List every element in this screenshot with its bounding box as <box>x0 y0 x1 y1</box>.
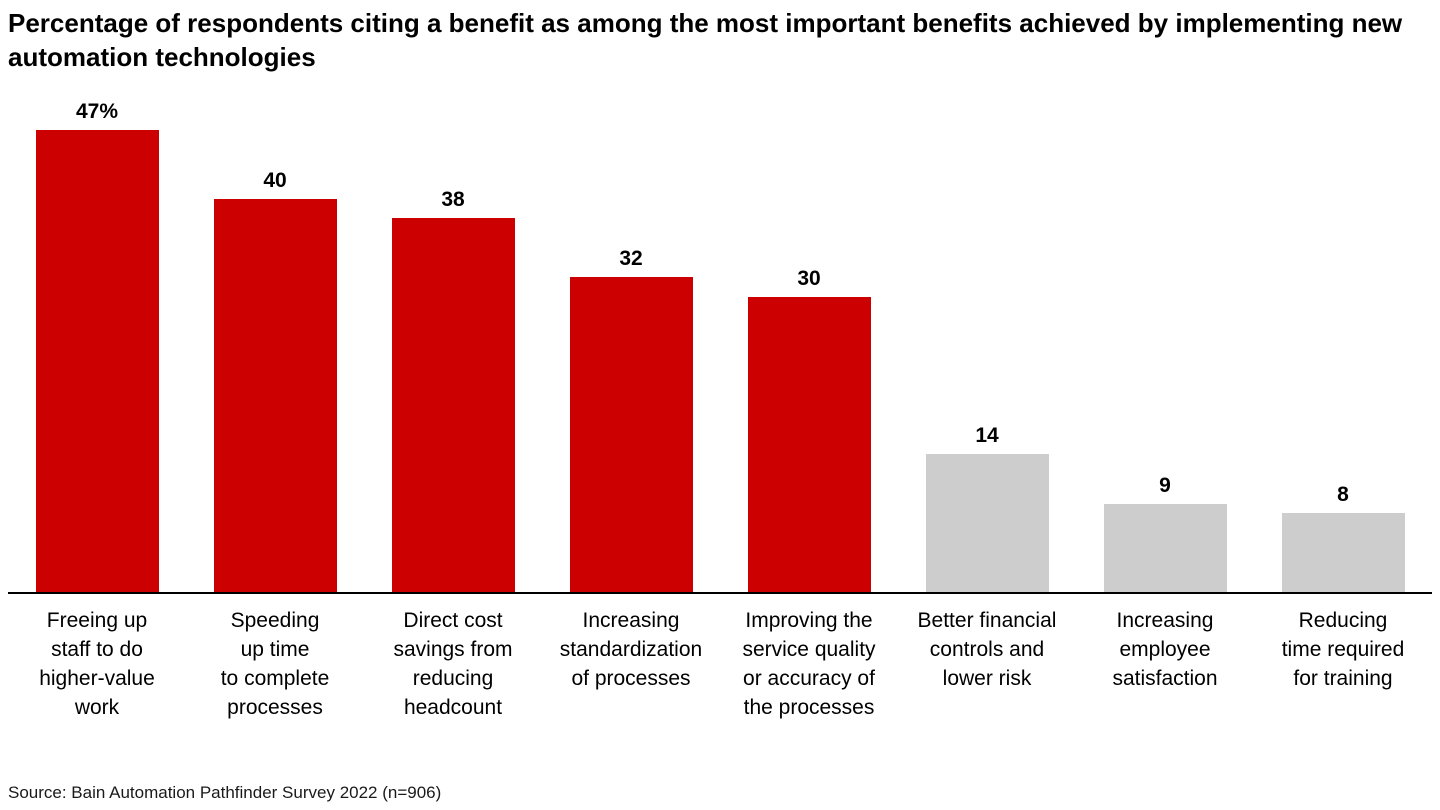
bar-column: 40 <box>186 97 364 592</box>
bar-chart: 47% 40 38 32 30 14 9 8 Freeing up staff to do h… <box>8 97 1432 722</box>
bar-column: 30 <box>720 97 898 592</box>
bar-column: 32 <box>542 97 720 592</box>
category-label: Freeing up staff to do higher-value work <box>39 609 155 719</box>
category-label: Reducing time required for training <box>1281 609 1405 690</box>
labels-row: Freeing up staff to do higher-value work… <box>8 594 1432 722</box>
bar <box>747 297 871 592</box>
bar <box>213 199 337 592</box>
category-label: Improving the service quality or accurac… <box>742 609 876 719</box>
bar-value-label: 9 <box>1159 474 1171 497</box>
bar <box>35 130 159 592</box>
bar-value-label: 40 <box>263 169 287 192</box>
bars-row: 47% 40 38 32 30 14 9 8 <box>8 97 1432 592</box>
category-label: Increasing standardization of processes <box>559 609 703 690</box>
bar-value-label: 32 <box>619 247 643 270</box>
bar-column: 47% <box>8 97 186 592</box>
x-axis-line <box>8 592 1432 594</box>
bar <box>925 454 1049 592</box>
category-label: Better financial controls and lower risk <box>917 609 1057 690</box>
bar <box>569 277 693 592</box>
bar-column: 9 <box>1076 97 1254 592</box>
bar-value-label: 8 <box>1337 483 1349 506</box>
chart-title: Percentage of respondents citing a benef… <box>8 8 1403 72</box>
bar-value-label: 38 <box>441 188 465 211</box>
source-note: Source: Bain Automation Pathfinder Surve… <box>8 783 442 802</box>
bar-column: 38 <box>364 97 542 592</box>
bar-value-label: 47% <box>75 100 119 123</box>
bar-column: 8 <box>1254 97 1432 592</box>
bar <box>1103 504 1227 592</box>
category-label: Direct cost savings from reducing headco… <box>393 609 513 719</box>
category-label: Increasing employee satisfaction <box>1112 609 1218 690</box>
bar-value-label: 30 <box>797 267 821 290</box>
bar <box>391 218 515 592</box>
bar-value-label: 14 <box>975 424 999 447</box>
category-label: Speeding up time to complete processes <box>220 609 330 719</box>
bar-column: 14 <box>898 97 1076 592</box>
bar <box>1281 513 1405 592</box>
